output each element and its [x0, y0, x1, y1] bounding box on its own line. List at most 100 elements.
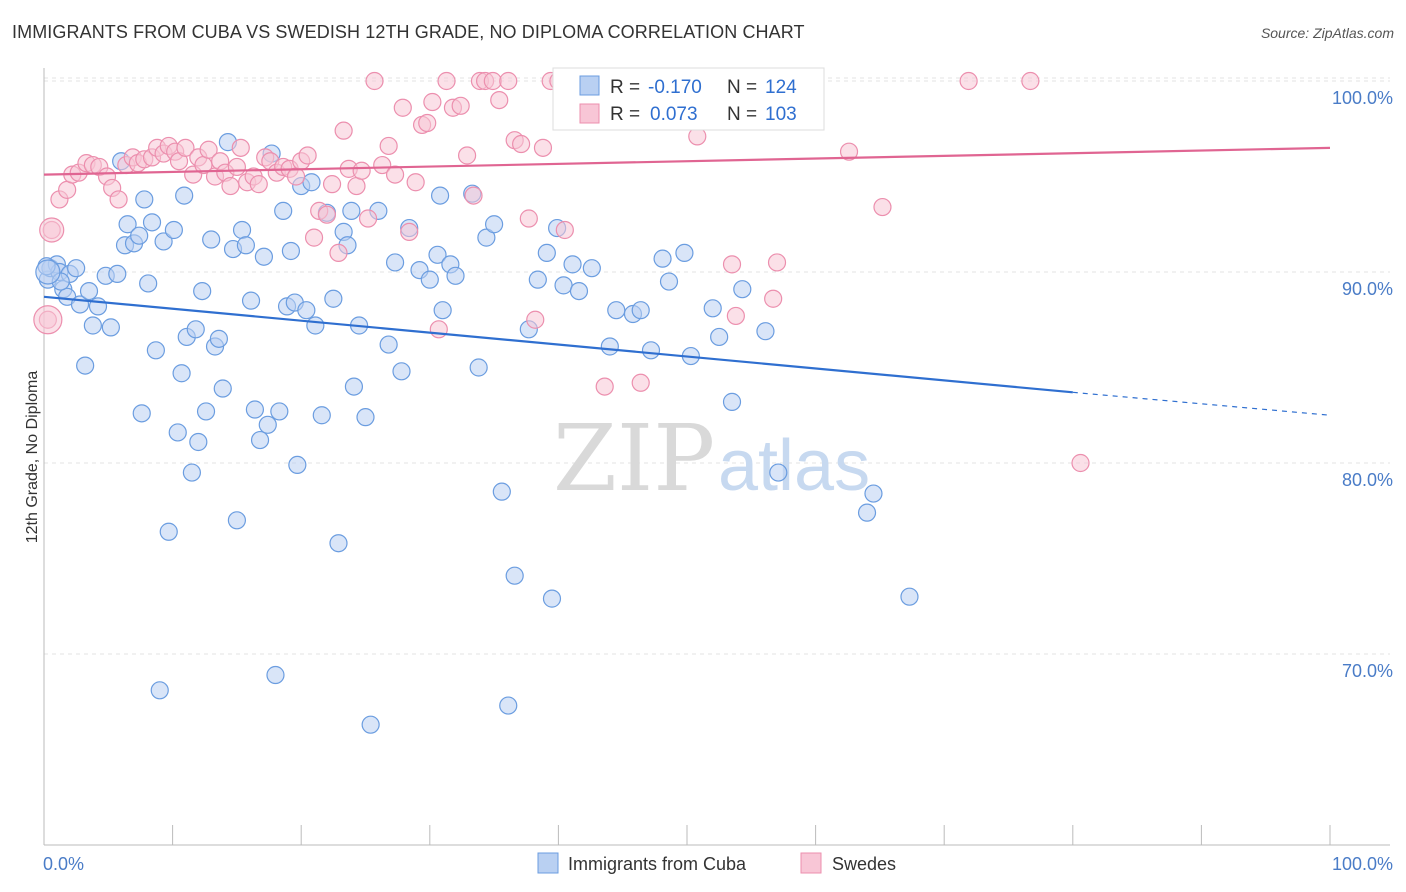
- cuba-point: [150, 681, 169, 700]
- cuba-point: [607, 301, 626, 320]
- cuba-point: [428, 245, 447, 264]
- cuba-point: [306, 316, 325, 335]
- cuba-point: [675, 243, 694, 262]
- cuba-point: [554, 276, 573, 295]
- cuba-point: [67, 259, 86, 278]
- bottom-legend-swatch-cuba: [537, 852, 559, 874]
- cuba-point: [499, 696, 518, 715]
- swedes-point: [221, 176, 240, 196]
- legend-n-label-cuba: N =: [727, 77, 757, 98]
- cuba-point: [101, 318, 120, 337]
- cuba-point: [582, 259, 601, 278]
- cuba-point: [83, 316, 102, 335]
- cuba-point: [857, 503, 877, 522]
- cuba-point: [446, 266, 465, 285]
- chart-title: IMMIGRANTS FROM CUBA VS SWEDISH 12TH GRA…: [12, 22, 805, 42]
- swedes-point: [631, 373, 650, 392]
- cuba-point: [266, 665, 285, 685]
- cuba-point: [433, 301, 452, 320]
- swedes-point: [451, 96, 470, 115]
- swedes-point: [365, 71, 384, 91]
- swedes-point: [429, 320, 448, 339]
- swedes-point: [329, 243, 348, 262]
- swedes-point: [722, 255, 742, 274]
- bottom-legend-label-cuba: Immigrants from Cuba: [568, 854, 747, 874]
- cuba-point: [182, 463, 201, 482]
- swedes-point: [839, 142, 859, 161]
- legend-r-value-cuba: -0.170: [648, 77, 702, 98]
- cuba-point: [118, 215, 137, 234]
- cuba-point: [274, 201, 293, 220]
- swedes-point: [423, 92, 442, 112]
- swedes-point: [304, 228, 324, 247]
- cuba-point: [241, 291, 261, 310]
- legend-r-label-cuba: R =: [610, 77, 640, 98]
- cuba-point: [135, 190, 154, 209]
- swedes-point: [373, 155, 392, 175]
- cuba-point: [329, 534, 348, 553]
- cuba-point: [146, 341, 165, 360]
- cuba-point: [164, 220, 183, 240]
- cuba-point: [130, 226, 149, 245]
- swedes-point: [379, 136, 398, 156]
- cuba-point: [250, 430, 270, 450]
- swedes-point: [33, 305, 63, 335]
- cuba-point: [430, 186, 450, 205]
- swedes-point: [58, 180, 77, 199]
- swedes-point: [231, 138, 250, 157]
- swedes-point: [109, 190, 128, 209]
- cuba-point: [342, 201, 361, 220]
- cuba-point: [281, 241, 301, 261]
- x-tick-label-min: 0.0%: [43, 854, 84, 874]
- swedes-point: [457, 146, 477, 165]
- cuba-point: [236, 236, 256, 255]
- swedes-point: [726, 306, 745, 326]
- legend-n-value-cuba: 124: [765, 77, 797, 98]
- cuba-point: [631, 301, 650, 320]
- bottom-legend-swatch-swedes: [800, 852, 822, 874]
- cuba-point: [864, 484, 883, 503]
- swedes-point: [873, 197, 892, 217]
- swedes-point: [499, 71, 518, 91]
- cuba-point: [756, 322, 775, 341]
- swedes-point: [555, 220, 574, 240]
- cuba-point: [769, 463, 788, 482]
- swedes-point: [519, 209, 538, 228]
- bottom-legend-label-swedes: Swedes: [832, 854, 896, 874]
- cuba-point: [168, 423, 187, 442]
- cuba-point: [356, 408, 375, 427]
- swedes-point: [959, 71, 978, 91]
- swedes-point: [464, 186, 483, 205]
- cuba-point: [186, 320, 205, 339]
- cuba-point: [209, 329, 228, 348]
- cuba-point: [232, 220, 252, 240]
- swedes-point: [526, 310, 545, 329]
- legend-n-label-swedes: N =: [727, 104, 757, 125]
- cuba-point: [344, 377, 364, 396]
- cuba-point: [270, 402, 289, 421]
- cuba-point: [563, 255, 582, 274]
- legend-swatch-swedes: [579, 103, 600, 124]
- cuba-point: [193, 282, 212, 301]
- cuba-point: [132, 404, 151, 423]
- cuba-point: [288, 455, 307, 475]
- axes: [43, 68, 1390, 846]
- swedes-point: [418, 113, 437, 133]
- cuba-point: [469, 358, 488, 377]
- cuba-point: [569, 282, 589, 301]
- swedes-point: [317, 205, 337, 224]
- series-legend: Immigrants from Cuba Swedes: [537, 852, 896, 874]
- y-tick-label: 80.0%: [1342, 470, 1393, 490]
- swedes-point: [437, 71, 456, 91]
- swedes-point: [347, 176, 366, 196]
- cuba-point: [189, 432, 208, 452]
- swedes-point: [406, 173, 425, 192]
- cuba-point: [710, 327, 729, 347]
- swedes-point: [176, 138, 195, 157]
- trend-line-cuba: [43, 295, 1073, 394]
- watermark-atlas: atlas: [718, 426, 870, 506]
- legend-r-label-swedes: R =: [610, 104, 640, 125]
- cuba-point: [385, 253, 405, 272]
- swedes-point: [764, 289, 783, 308]
